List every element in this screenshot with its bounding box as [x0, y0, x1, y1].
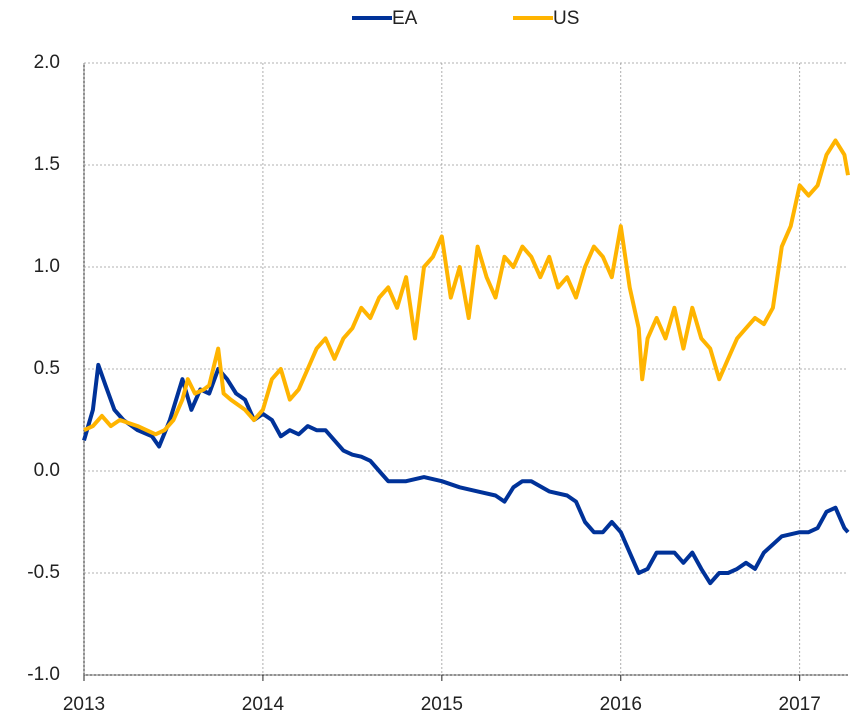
x-tick-label: 2017: [779, 694, 821, 715]
x-tick-label: 2013: [63, 694, 105, 715]
y-tick-label: 1.0: [34, 256, 60, 277]
line-series: [83, 138, 850, 437]
x-tick-label: 2016: [600, 694, 642, 715]
y-tick-label: 0.5: [34, 358, 60, 379]
legend-label: US: [553, 8, 579, 29]
x-tick-label: 2015: [421, 694, 463, 715]
y-tick-label: 2.0: [34, 52, 60, 73]
x-tick-label: 2014: [242, 694, 285, 715]
legend-label: EA: [392, 8, 418, 29]
y-tick-label: 0.0: [34, 460, 60, 481]
y-tick-label: 1.5: [34, 154, 60, 175]
y-tick-label: -0.5: [27, 562, 60, 583]
line-series: [82, 362, 850, 586]
y-tick-label: -1.0: [27, 664, 60, 685]
